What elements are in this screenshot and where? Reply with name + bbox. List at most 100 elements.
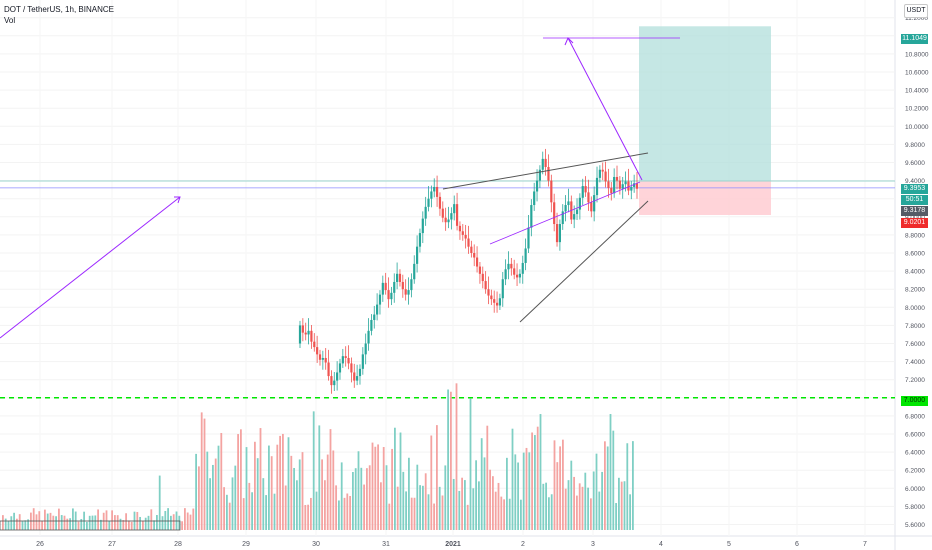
candle-body [333,380,336,386]
volume-bar [371,442,374,530]
volume-bar [254,441,256,530]
candle-body [507,263,510,270]
volume-bar [511,428,514,530]
volume-bar [366,468,368,530]
candle-body [381,282,384,295]
volume-bar [310,497,312,530]
candle-body [401,281,404,290]
volume-bars [2,383,634,530]
volume-bar [581,486,584,530]
x-tick-label: 2 [521,541,525,548]
candle-body [356,376,359,381]
candle-body [618,180,621,189]
candle-body [410,279,413,291]
y-tick-label: 8.8000 [905,232,925,239]
y-tick-label: 6.4000 [905,450,925,457]
volume-bar [424,473,427,530]
y-tick-label: 6.2000 [905,468,925,475]
volume-bar [192,508,195,530]
volume-bar [408,457,410,530]
volume-bar [455,383,458,530]
candle-body [595,177,599,196]
volume-bar [615,503,617,530]
candle-body [390,292,393,300]
volume-bar [307,504,309,530]
volume-bar [447,389,449,530]
candle-body [418,233,422,247]
volume-bar [338,500,340,530]
candle-body [435,186,439,197]
y-tick-label: 8.4000 [905,269,925,276]
volume-bar [534,435,536,530]
volume-bar [461,477,463,530]
candle-body [581,186,584,198]
volume-bar [573,476,575,530]
candle-body [318,354,322,360]
volume-bar [153,520,155,530]
y-tick-label: 6.8000 [905,413,925,420]
candle-body [633,183,636,187]
volume-bar [234,465,237,530]
volume-bar [88,515,91,530]
candle-body [413,263,416,280]
volume-bar [214,458,217,530]
currency-unit-button[interactable]: USDT [904,4,928,18]
candle-body [481,273,484,282]
chart-header: DOT / TetherUS, 1h, BINANCE Vol [4,4,114,26]
mid-price-tag: 9.3178 [901,206,928,216]
wedge-lower-line [519,200,649,323]
candle-body [458,225,462,232]
candle-body [501,279,504,299]
volume-bar [304,504,307,530]
candle-body [598,169,601,178]
candle-body [467,238,470,247]
volume-bar [416,464,419,530]
candle-body [298,325,302,344]
volume-bar [265,495,267,530]
volume-bar [329,429,332,530]
last-price-tag: 9.3953 [901,184,928,194]
volume-bar [469,398,472,530]
candle-body [393,281,396,293]
volume-bar [318,425,321,530]
volume-bar [27,519,29,530]
candle-body [427,198,430,207]
volume-bar [396,486,399,530]
volume-bar [256,458,259,530]
candle-body [575,209,579,215]
volume-bar [164,510,167,530]
candle-body [635,183,639,189]
candle-body [584,186,587,193]
volume-bar [332,450,335,530]
volume-bar [536,426,539,530]
y-tick-label: 9.4000 [905,178,925,185]
candle-body [593,195,596,212]
volume-bar [595,453,598,530]
volume-bar [170,515,172,530]
candle-body [607,181,610,188]
candle-body [398,273,402,282]
candle-body [533,191,536,206]
candle-body [587,192,590,203]
x-tick-label: 30 [312,541,320,548]
candle-body [370,319,373,331]
candle-body [567,201,570,206]
volume-bar [158,475,161,530]
volume-bar [343,497,346,530]
volume-bar [217,445,220,530]
volume-bar [189,514,192,530]
volume-bar [494,491,497,530]
candle-body [538,169,541,181]
x-tick-label: 5 [727,541,731,548]
candle-body [544,158,547,168]
volume-bar [296,480,298,530]
candle-body [415,246,419,264]
candle-body [396,273,399,282]
volume-bar [326,454,329,530]
candle-body [550,180,553,203]
volume-bar [564,488,567,530]
y-tick-label: 11.2000 [905,15,928,22]
candle-body [470,246,473,253]
volume-bar [167,508,169,530]
